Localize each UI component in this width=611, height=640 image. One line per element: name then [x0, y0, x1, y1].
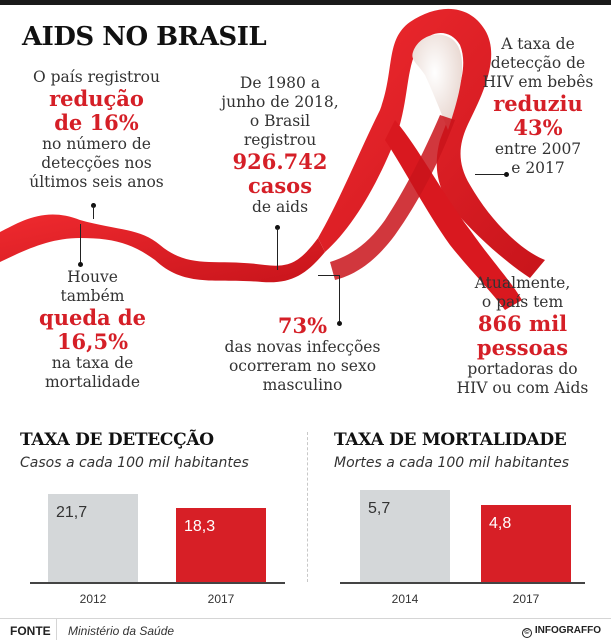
- fact-hiv-bebes: A taxa de detecção de HIV em bebês reduz…: [468, 35, 608, 178]
- fact-total-casos: De 1980 a junho de 2018, o Brasil regist…: [210, 74, 350, 217]
- category-label: 2014: [391, 592, 419, 606]
- ribbon-tail-left: [330, 115, 455, 280]
- x-axis-baseline: [340, 582, 585, 584]
- fact-sexo-masculino: 73% das novas infecções ocorreram no sex…: [215, 314, 390, 395]
- leader-dot: [78, 262, 83, 267]
- bar-2014: [360, 490, 450, 582]
- footer-divider: [0, 618, 611, 619]
- credit-label: INFOGRAFFO: [534, 625, 601, 636]
- fact-reducao-deteccoes: O país registrou redução de 16% no númer…: [14, 68, 179, 192]
- leader-dot: [275, 225, 280, 230]
- chart-detection-subtitle: Casos a cada 100 mil habitantes: [20, 455, 249, 471]
- chart-detection-title: TAXA DE DETECÇÃO: [20, 430, 214, 450]
- source-value: Ministério da Saúde: [68, 624, 175, 638]
- x-axis-baseline: [30, 582, 285, 584]
- source-separator: [56, 619, 57, 640]
- highlight-value: 43%: [513, 115, 563, 140]
- leader-dot: [504, 172, 509, 177]
- leader-line: [318, 275, 340, 276]
- bar-2012: [48, 494, 138, 582]
- page-title: AIDS NO BRASIL: [22, 22, 267, 52]
- leader-line: [93, 205, 94, 219]
- bar-value-label: 21,7: [56, 504, 88, 521]
- ribbon-loop: [318, 8, 545, 279]
- category-label: 2017: [207, 592, 235, 606]
- bar-2017: [481, 505, 571, 582]
- bar-value-label: 5,7: [368, 500, 391, 517]
- highlight-value: 16,5%: [56, 329, 129, 354]
- chart-mortality-subtitle: Mortes a cada 100 mil habitantes: [334, 455, 570, 471]
- bar-2017: [176, 508, 266, 582]
- chart-divider: [307, 432, 308, 582]
- highlight-value: 926.742: [232, 149, 328, 174]
- source-label: FONTE: [10, 624, 51, 638]
- highlight-value: redução: [49, 86, 144, 111]
- category-label: 2017: [512, 592, 540, 606]
- leader-line: [80, 224, 81, 264]
- highlight-value: reduziu: [493, 91, 583, 116]
- ribbon-wave: [0, 214, 325, 283]
- chart-mortality-title: TAXA DE MORTALIDADE: [334, 430, 567, 450]
- credit: © INFOGRAFFO: [521, 625, 601, 638]
- highlight-value: de 16%: [54, 110, 139, 135]
- leader-line: [339, 275, 340, 323]
- fact-queda-mortalidade: Houve também queda de 16,5% na taxa de m…: [20, 268, 165, 392]
- highlight-value: 866 mil: [477, 311, 568, 336]
- bar-value-label: 18,3: [184, 518, 216, 535]
- category-label: 2012: [79, 592, 107, 606]
- leader-line: [277, 228, 278, 270]
- leader-line: [475, 174, 505, 175]
- highlight-value: pessoas: [476, 335, 569, 360]
- leader-dot: [337, 321, 342, 326]
- aids-ribbon-illustration: [0, 8, 545, 310]
- ribbon-loop-inner: [412, 34, 463, 130]
- fact-portadores-hiv: Atualmente, o país tem 866 mil pessoas p…: [440, 274, 605, 398]
- highlight-value: 73%: [277, 313, 328, 338]
- highlight-value: queda de: [39, 305, 146, 330]
- copyright-icon: ©: [521, 628, 532, 638]
- highlight-value: casos: [247, 173, 313, 198]
- top-rule: [0, 0, 611, 5]
- bar-value-label: 4,8: [489, 515, 512, 532]
